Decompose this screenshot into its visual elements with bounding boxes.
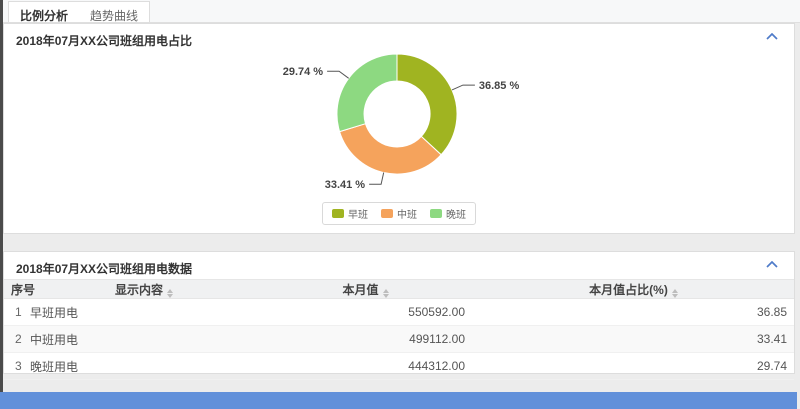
row-name-cell: 早班用电 bbox=[30, 298, 258, 326]
row-ratio-cell: 33.41 bbox=[473, 325, 794, 353]
pie-panel-title: 2018年07月XX公司班组用电占比 bbox=[16, 34, 193, 48]
table-panel-title: 2018年07月XX公司班组用电数据 bbox=[16, 262, 193, 276]
tab-trend-curve[interactable]: 趋势曲线 bbox=[90, 9, 139, 23]
row-name-cell: 中班用电 bbox=[30, 325, 258, 353]
row-index-cell: 1 bbox=[4, 298, 30, 326]
tab-group: 比例分析 趋势曲线 bbox=[8, 1, 151, 23]
column-header-label: 本月值 bbox=[342, 282, 379, 297]
legend-label: 晚班 bbox=[446, 210, 466, 221]
legend-swatch bbox=[430, 209, 442, 218]
pie-chart: 36.85 % 33.41 % 29.74 % bbox=[283, 53, 520, 191]
pie-panel-header: 2018年07月XX公司班组用电占比 bbox=[4, 24, 794, 50]
row-name-cell: 晚班用电 bbox=[30, 352, 258, 380]
pie-panel-collapse-button[interactable] bbox=[766, 32, 778, 40]
legend-item-0[interactable]: 早班 bbox=[332, 206, 368, 221]
pie-slice-1[interactable] bbox=[338, 123, 442, 175]
pie-slice-0[interactable] bbox=[396, 53, 458, 156]
pie-percentage-label: 33.41 % bbox=[325, 179, 366, 191]
pie-label-line bbox=[369, 172, 385, 185]
table-row[interactable]: 1 早班用电 550592.00 36.85 bbox=[4, 298, 794, 326]
table-row[interactable]: 2 中班用电 499112.00 33.41 bbox=[4, 325, 794, 353]
table-panel-collapse-button[interactable] bbox=[766, 260, 778, 268]
table-body: 1 早班用电 550592.00 36.85 2 中班用电 499112.00 … bbox=[4, 298, 794, 380]
row-value-cell: 499112.00 bbox=[258, 325, 473, 353]
chevron-up-icon bbox=[766, 260, 778, 268]
table-row[interactable]: 3 晚班用电 444312.00 29.74 bbox=[4, 352, 794, 380]
column-header-label: 显示内容 bbox=[114, 282, 163, 297]
row-ratio-cell: 36.85 bbox=[473, 298, 794, 326]
column-header-label: 本月值占比(%) bbox=[589, 282, 668, 297]
table-header-row: 序号 显示内容 本月值 本月值占比(%) bbox=[4, 279, 794, 299]
row-value-cell: 444312.00 bbox=[258, 352, 473, 380]
pie-percentage-label: 36.85 % bbox=[479, 80, 520, 92]
footer-bar bbox=[0, 392, 797, 409]
left-edge-strip bbox=[0, 0, 3, 392]
legend-item-2[interactable]: 晚班 bbox=[430, 206, 466, 221]
legend-label: 早班 bbox=[348, 210, 368, 221]
column-header-value[interactable]: 本月值 bbox=[258, 279, 473, 299]
legend-item-1[interactable]: 中班 bbox=[381, 206, 417, 221]
column-header-name[interactable]: 显示内容 bbox=[30, 279, 258, 299]
chevron-up-icon bbox=[766, 32, 778, 40]
column-header-index: 序号 bbox=[4, 279, 35, 299]
row-index-cell: 2 bbox=[4, 325, 30, 353]
row-ratio-cell: 29.74 bbox=[473, 352, 794, 380]
sort-icon[interactable] bbox=[671, 288, 678, 298]
pie-percentage-label: 29.74 % bbox=[283, 66, 324, 78]
table-panel-header: 2018年07月XX公司班组用电数据 bbox=[4, 252, 794, 278]
legend-label: 中班 bbox=[397, 210, 417, 221]
table-panel: 2018年07月XX公司班组用电数据 序号 显示内容 本月值 本月值占比(%) … bbox=[3, 251, 795, 380]
sort-icon[interactable] bbox=[382, 288, 389, 298]
row-index-cell: 3 bbox=[4, 352, 30, 380]
tab-ratio-analysis[interactable]: 比例分析 bbox=[20, 9, 69, 23]
column-header-ratio[interactable]: 本月值占比(%) bbox=[473, 279, 794, 299]
pie-label-line bbox=[451, 84, 475, 91]
pie-label-line bbox=[327, 70, 349, 79]
legend-swatch bbox=[381, 209, 393, 218]
pie-panel: 2018年07月XX公司班组用电占比 36.85 % 33.41 % 29.74 %… bbox=[3, 23, 795, 234]
legend-swatch bbox=[332, 209, 344, 218]
sort-icon[interactable] bbox=[167, 288, 173, 298]
pie-slice-2[interactable] bbox=[336, 53, 398, 133]
chart-legend: 早班 中班 晚班 bbox=[322, 202, 476, 225]
electricity-data-table: 序号 显示内容 本月值 本月值占比(%) 1 早班用电 550592.00 36… bbox=[4, 279, 794, 380]
table-head: 序号 显示内容 本月值 本月值占比(%) bbox=[4, 279, 794, 299]
legend-wrap: 早班 中班 晚班 bbox=[4, 202, 794, 225]
tab-bar: 比例分析 趋势曲线 bbox=[3, 0, 800, 23]
row-value-cell: 550592.00 bbox=[258, 298, 473, 326]
